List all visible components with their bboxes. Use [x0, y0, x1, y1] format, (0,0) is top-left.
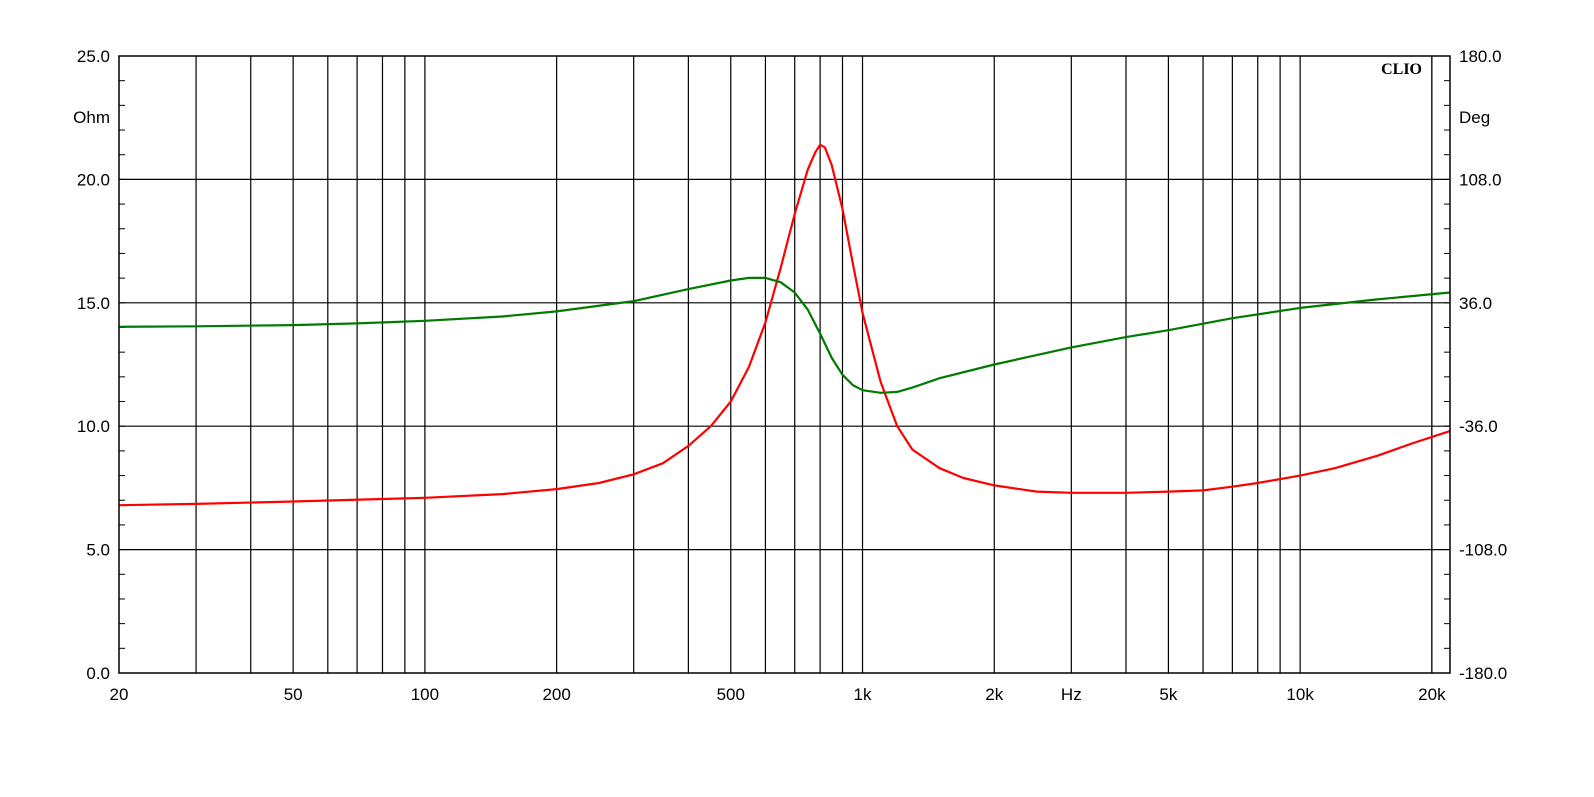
x-tick-label: 100 — [411, 685, 439, 704]
horizontal-grid-lines — [119, 178, 1450, 551]
y-left-tick-label: 25.0 — [77, 47, 110, 66]
x-unit-label: Hz — [1061, 685, 1082, 704]
plot-frame — [118, 55, 1451, 674]
phase-curve — [118, 276, 1451, 394]
brand-label: CLIO — [1381, 61, 1422, 78]
y-right-tick-label: 180.0 — [1459, 47, 1502, 66]
series-lines — [118, 143, 1451, 507]
x-tick-label: 1k — [854, 685, 872, 704]
y-left-tick-label: 5.0 — [86, 541, 110, 560]
y-left-tick-label: 20.0 — [77, 170, 110, 189]
x-tick-label: 10k — [1286, 685, 1314, 704]
y-right-tick-label: -36.0 — [1459, 417, 1498, 436]
y-right-tick-label: -180.0 — [1459, 664, 1507, 683]
impedance-curve — [118, 143, 1451, 507]
y-left-unit-label: Ohm — [73, 108, 110, 127]
y-left-tick-label: 0.0 — [86, 664, 110, 683]
x-tick-label: 20k — [1418, 685, 1446, 704]
tick-labels: 20 50 100 200 500 1k 2k 5k 10k 20k 0.0 5.0 10.0 15.0 2… — [77, 47, 1507, 704]
minor-axis-ticks — [119, 55, 1450, 674]
x-tick-label: 20 — [110, 685, 129, 704]
vertical-grid-lines — [195, 56, 1433, 673]
x-tick-label: 200 — [542, 685, 570, 704]
x-tick-label: 2k — [985, 685, 1003, 704]
y-right-unit-label: Deg — [1459, 108, 1490, 127]
x-tick-label: 50 — [284, 685, 303, 704]
y-right-tick-label: -108.0 — [1459, 541, 1507, 560]
y-right-tick-label: 36.0 — [1459, 294, 1492, 313]
y-left-tick-label: 10.0 — [77, 417, 110, 436]
y-right-tick-label: 108.0 — [1459, 170, 1502, 189]
x-tick-label: 500 — [717, 685, 745, 704]
x-tick-label: 5k — [1159, 685, 1177, 704]
y-left-tick-label: 15.0 — [77, 294, 110, 313]
